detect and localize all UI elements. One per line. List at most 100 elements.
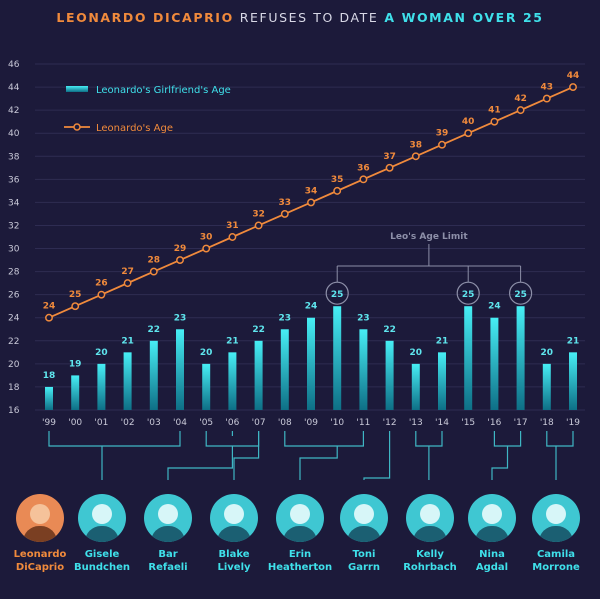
y-tick-label: 32: [8, 221, 19, 231]
x-tick-label: '03: [147, 418, 161, 428]
y-tick-label: 34: [8, 198, 20, 208]
avatar-head: [30, 504, 50, 524]
bar: [176, 329, 184, 410]
age-value-label: 29: [174, 244, 187, 254]
avatar-head: [420, 504, 440, 524]
person-first-name: Kelly: [416, 549, 444, 560]
age-value-label: 28: [148, 256, 161, 266]
bar: [411, 363, 420, 410]
age-value-label: 30: [200, 233, 213, 243]
person-first-name: Blake: [218, 549, 250, 560]
connectors: [48, 431, 574, 480]
age-point: [438, 140, 446, 149]
legend-bar-swatch: [66, 86, 88, 92]
bar-value-label: 21: [226, 336, 239, 346]
bar-value-label: 20: [410, 348, 423, 358]
avatar-head: [92, 504, 112, 524]
age-point: [228, 233, 237, 241]
person-name: Nina Agdal: [447, 548, 537, 574]
person-last-name: Heatherton: [267, 562, 333, 573]
x-tick-label: '14: [435, 418, 449, 428]
bar-value-label: 21: [121, 336, 134, 346]
bar-value-label: 20: [541, 348, 554, 358]
person-last-name: Morrone: [532, 562, 580, 573]
legend-line-marker: [73, 123, 81, 131]
x-tick-label: '18: [540, 418, 554, 428]
age-point: [97, 290, 106, 299]
y-tick-label: 36: [8, 175, 20, 185]
age-point: [569, 83, 577, 92]
y-tick-label: 28: [8, 268, 20, 278]
age-point: [516, 106, 525, 115]
bar-value-label: 22: [148, 325, 161, 335]
connector-erin: [284, 431, 364, 447]
x-tick-label: '05: [199, 418, 213, 428]
bar: [254, 340, 263, 410]
x-tick-label: '04: [173, 418, 187, 428]
title-part-1: LEONARDO DICAPRIO: [56, 10, 234, 25]
age-point: [307, 198, 315, 207]
avatar: [210, 494, 258, 542]
connector-blake-drop: [233, 431, 260, 480]
age-point: [71, 302, 80, 311]
age-point: [333, 186, 342, 195]
person-name: Gisele Bundchen: [57, 548, 147, 574]
avatar-silhouette: [539, 526, 573, 542]
x-tick-label: '00: [68, 418, 82, 428]
person-name: Leonardo DiCaprio: [0, 548, 85, 574]
bar-value-label: 22: [252, 325, 265, 335]
age-point: [254, 221, 263, 230]
age-value-label: 31: [226, 221, 239, 231]
avatar-silhouette: [23, 526, 57, 542]
avatar-head: [546, 504, 566, 524]
age-point: [280, 209, 289, 218]
connector-bar-drop: [167, 446, 233, 480]
bar-value-label: 21: [567, 336, 580, 346]
age-point: [176, 256, 184, 265]
y-tick-label: 22: [8, 337, 19, 347]
legend-line-label: Leonardo's Age: [96, 123, 173, 134]
avatar-silhouette: [151, 526, 185, 542]
title-part-3: A WOMAN OVER 25: [384, 10, 544, 25]
person-card: Gisele Bundchen: [57, 494, 147, 574]
x-axis: '99 '00 '01 '02 '03 '04 '05 '06 '07 '08 '09 '10 '11 '…: [42, 418, 580, 428]
person-card: Erin Heatherton: [255, 494, 345, 574]
title-part-2: REFUSES TO DATE: [239, 10, 379, 25]
age-value-label: 24: [43, 302, 56, 312]
age-point: [490, 117, 499, 126]
bar-value-label: 24: [305, 302, 318, 312]
bar: [385, 340, 394, 410]
bar-value-label: 23: [174, 313, 187, 323]
age-value-label: 44: [567, 71, 580, 81]
bar: [359, 329, 368, 410]
connector-kelly-drop: [428, 446, 430, 480]
x-tick-label: '09: [304, 418, 318, 428]
bar: [202, 363, 211, 410]
y-axis: 16 18 20 22 24 26 28 30 32 34 36 38 40 42 44 46: [8, 60, 20, 416]
person-first-name: Gisele: [84, 549, 120, 560]
person-card: Leonardo DiCaprio: [0, 494, 85, 574]
avatar: [532, 494, 580, 542]
avatar-head: [354, 504, 374, 524]
y-tick-label: 46: [8, 60, 20, 70]
age-value-label: 32: [252, 209, 265, 219]
age-value-label: 35: [331, 175, 344, 185]
avatar: [276, 494, 324, 542]
age-point: [149, 267, 158, 276]
person-card: Toni Garrn: [319, 494, 409, 574]
connector-camila: [546, 431, 574, 447]
age-value-label: 38: [410, 140, 423, 150]
age-point: [202, 244, 211, 253]
y-tick-label: 44: [8, 83, 20, 93]
avatar-silhouette: [475, 526, 509, 542]
bar: [149, 340, 158, 410]
bar-value-label: 25: [462, 290, 475, 300]
avatar-silhouette: [85, 526, 119, 542]
bar-value-label: 23: [279, 313, 292, 323]
y-tick-label: 20: [8, 360, 20, 370]
age-point: [464, 129, 473, 138]
x-tick-label: '11: [356, 418, 370, 428]
connector-toni: [363, 431, 391, 480]
person-last-name: Lively: [217, 562, 251, 573]
